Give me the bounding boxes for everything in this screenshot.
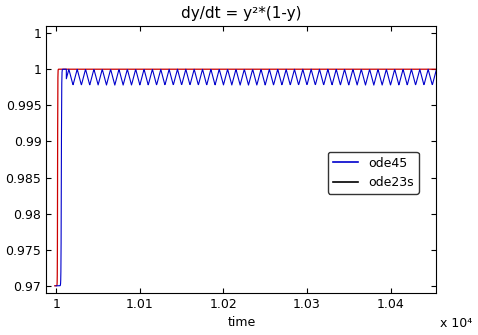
ode45 — [427, 74, 433, 78]
ode45 — [201, 73, 207, 77]
ode45 — [151, 71, 156, 75]
ode23s — [121, 67, 127, 71]
ode23s — [56, 67, 62, 71]
ode45 — [434, 67, 439, 71]
ode23s — [108, 67, 114, 71]
ode23s — [54, 280, 60, 284]
Text: x 10⁴: x 10⁴ — [440, 317, 473, 330]
Line: ode45: ode45 — [56, 69, 436, 286]
ode23s — [54, 284, 59, 288]
ode23s — [434, 67, 439, 71]
Legend: ode45, ode23s: ode45, ode23s — [328, 152, 419, 194]
ode45 — [228, 81, 234, 85]
ode23s — [54, 284, 59, 288]
ode45 — [107, 72, 112, 76]
ode23s — [52, 284, 57, 288]
ode45 — [352, 75, 358, 79]
Line: ode23s: ode23s — [54, 69, 436, 286]
Title: dy/dt = y²*(1-y): dy/dt = y²*(1-y) — [181, 6, 302, 20]
ode45 — [53, 284, 59, 288]
ode23s — [54, 283, 60, 287]
X-axis label: time: time — [227, 317, 256, 329]
